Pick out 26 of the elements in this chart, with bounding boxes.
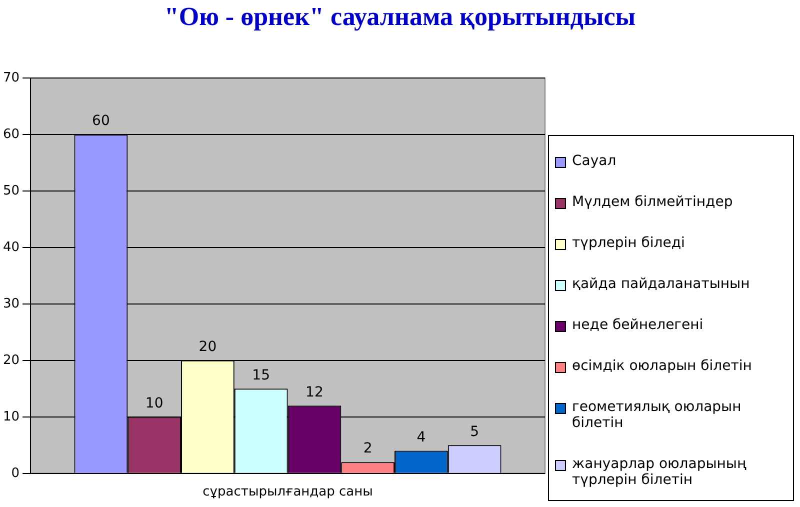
data-label: 5 — [470, 424, 480, 440]
legend-label: өсімдік оюларын білетін — [572, 358, 752, 374]
chart-title: "Ою - өрнек" сауалнама қорытындысы — [163, 2, 637, 32]
y-tick-label: 40 — [2, 240, 20, 255]
legend-label: түрлерін біледі — [572, 234, 685, 250]
data-label: 2 — [363, 440, 372, 457]
y-tick-label: 10 — [2, 409, 20, 424]
y-tick-label: 20 — [2, 352, 20, 368]
legend-label: неде бейнелегені — [572, 316, 704, 332]
legend-label: геометиялық оюларын білетін — [572, 398, 742, 430]
y-tick-label: 0 — [11, 466, 20, 481]
y-tick-label: 60 — [2, 126, 20, 142]
legend-label: Сауал — [572, 152, 616, 168]
data-label: 20 — [198, 339, 217, 356]
data-label: 15 — [252, 367, 270, 384]
y-tick-label: 50 — [2, 183, 20, 198]
legend-label: қайда пайдаланатынын — [572, 276, 750, 292]
data-label: 4 — [416, 429, 426, 446]
data-label: 60 — [92, 113, 110, 130]
y-tick-label: 30 — [2, 296, 20, 312]
data-label: 10 — [145, 396, 164, 412]
legend-label: жануарлар оюларының түрлерін білетін — [572, 456, 748, 488]
legend-label: Мүлдем білмейтіндер — [572, 194, 733, 210]
data-label: 12 — [306, 384, 324, 400]
x-tick-label: сұрастырылғандар саны — [202, 484, 373, 500]
y-tick-label: 70 — [2, 70, 20, 86]
